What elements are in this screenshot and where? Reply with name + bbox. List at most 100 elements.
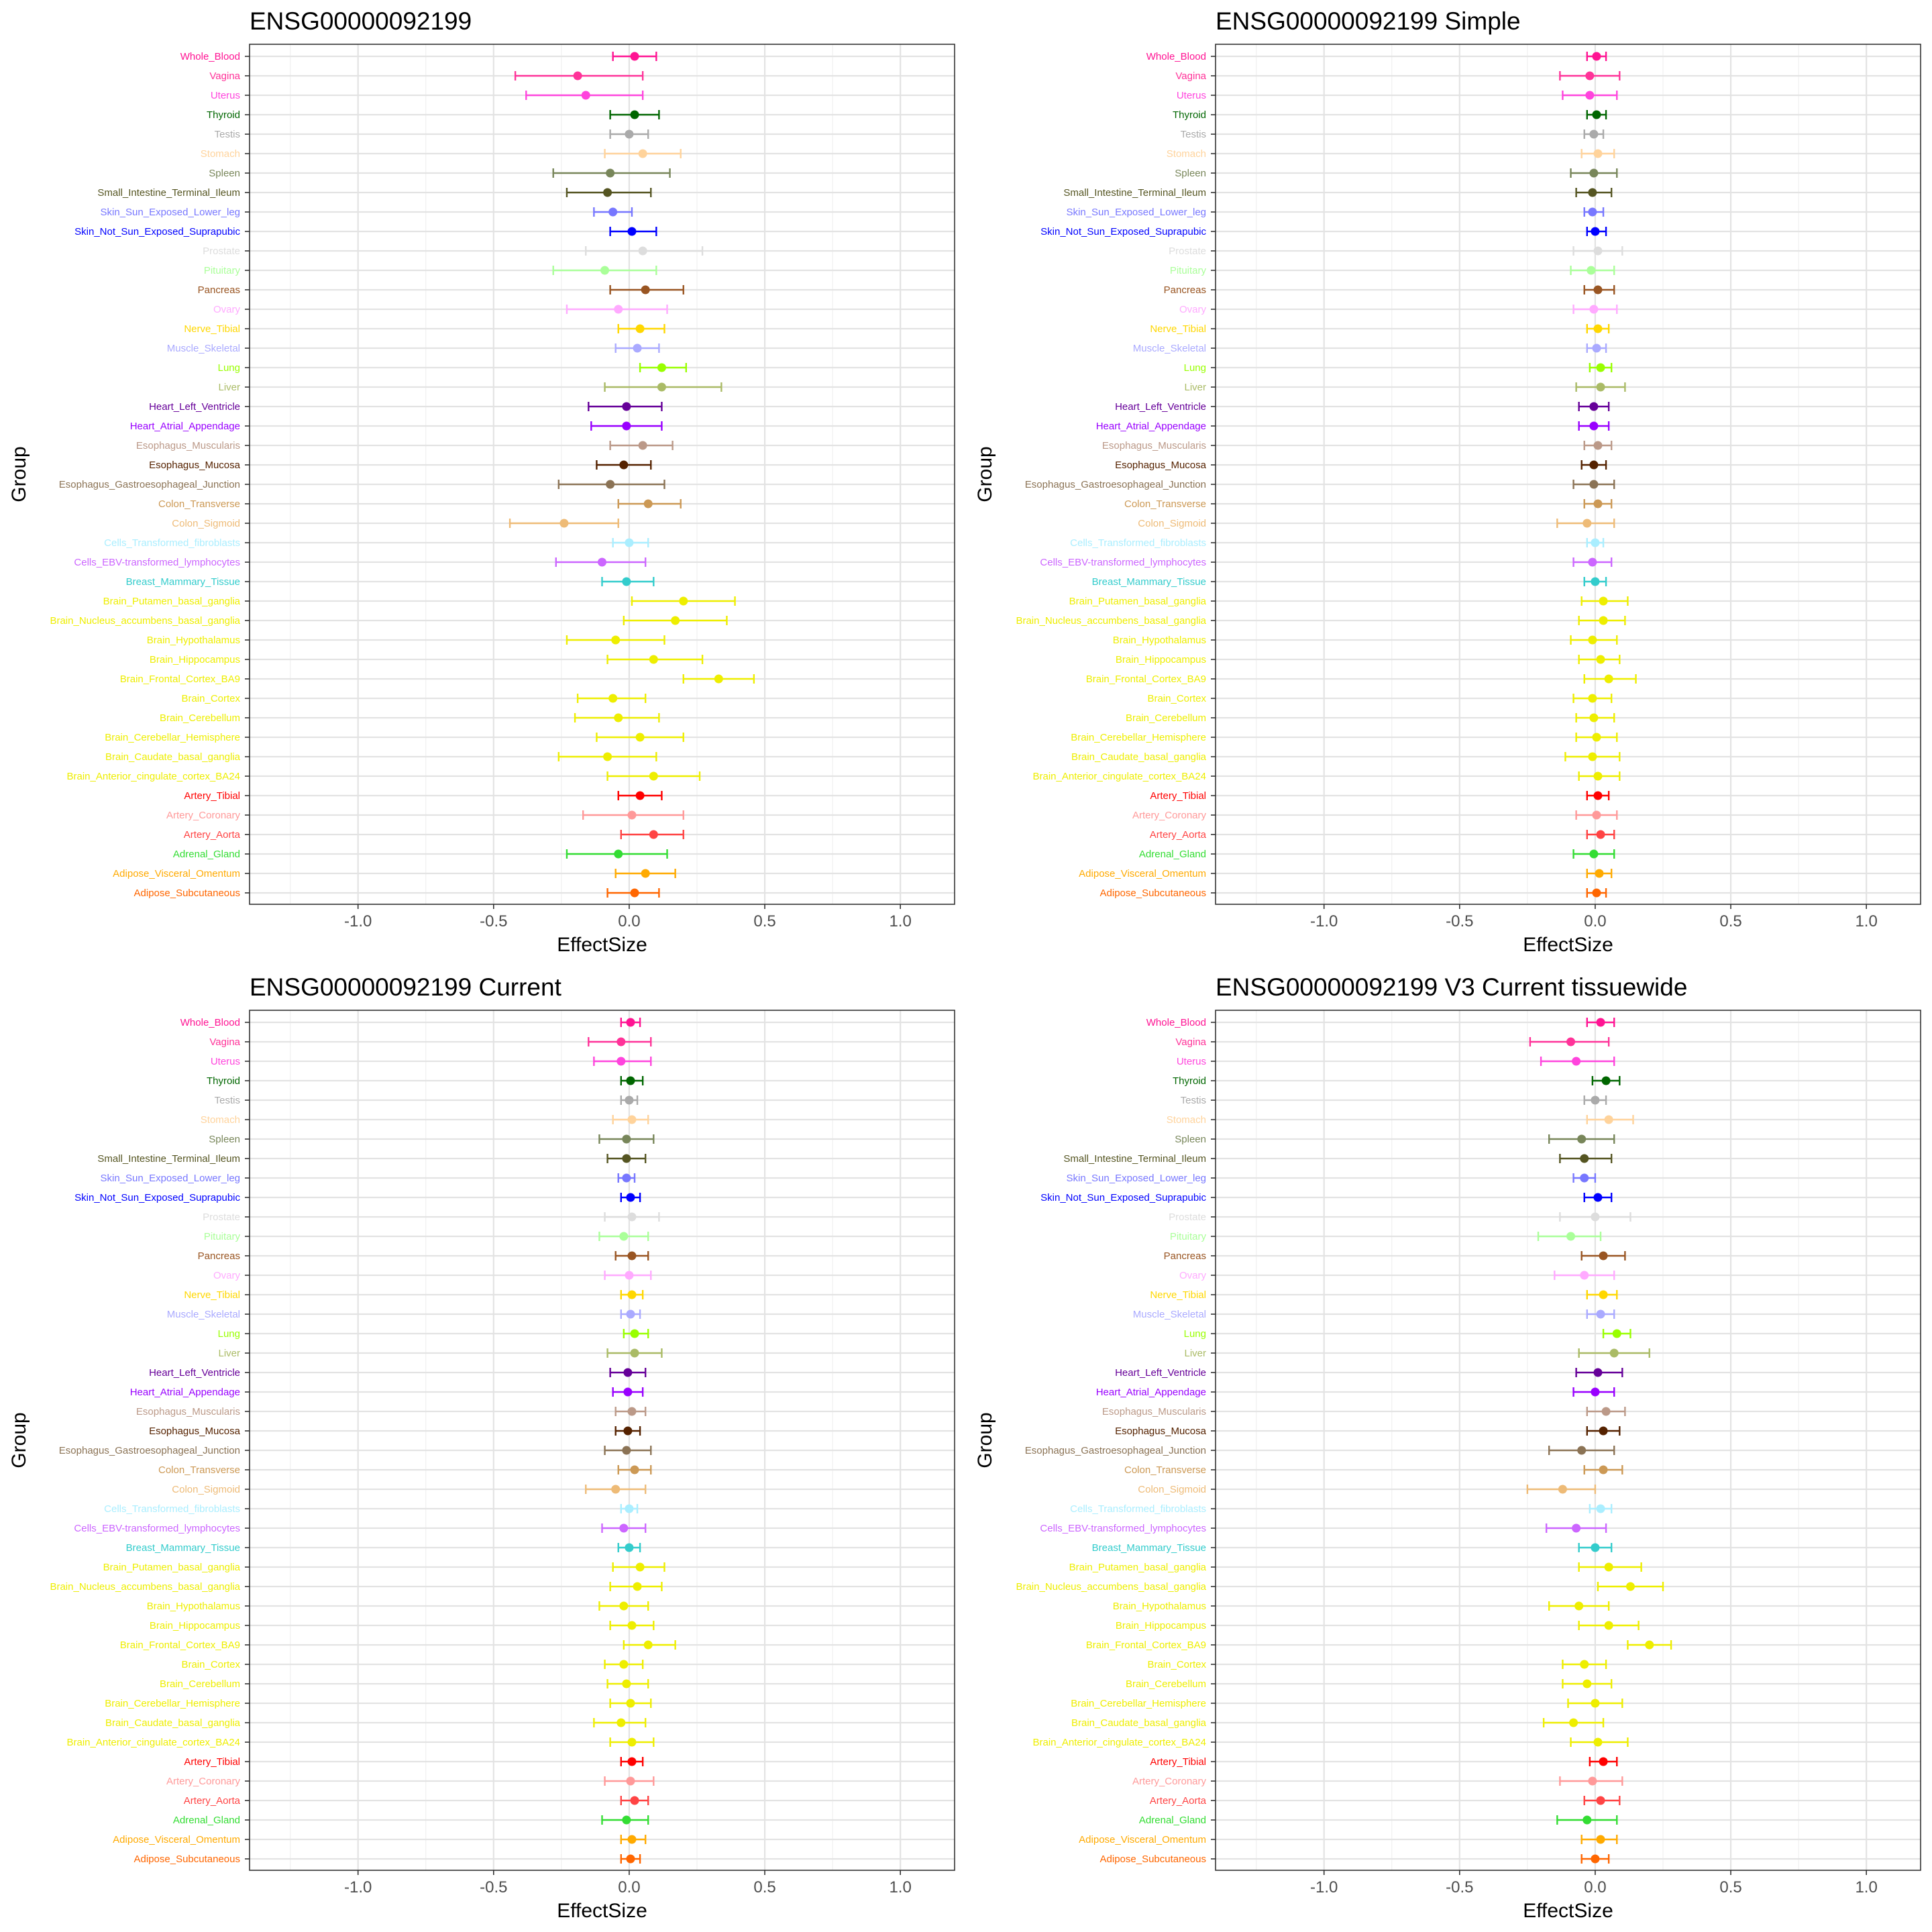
forest-row-Whole_Blood xyxy=(612,52,657,61)
y-tick-label: Adrenal_Gland xyxy=(173,849,240,860)
forest-row-Stomach xyxy=(604,149,682,158)
effect-point xyxy=(619,1232,629,1241)
y-tick-label: Heart_Left_Ventricle xyxy=(149,1367,240,1379)
y-tick-label: Heart_Left_Ventricle xyxy=(1115,1367,1206,1379)
y-tick-label: Stomach xyxy=(1167,148,1206,160)
forest-row-Cells_EBV-transformed_lymphocytes xyxy=(601,1523,647,1533)
y-tick-label: Colon_Transverse xyxy=(158,498,240,510)
forest-row-Adipose_Visceral_Omentum xyxy=(620,1835,647,1844)
effect-point xyxy=(1591,538,1600,547)
y-tick-label: Brain_Hypothalamus xyxy=(1113,1601,1206,1612)
y-tick-label: Uterus xyxy=(211,90,240,101)
effect-point xyxy=(1601,1407,1611,1416)
forest-row-Cells_EBV-transformed_lymphocytes xyxy=(1572,557,1613,567)
effect-point xyxy=(714,674,723,684)
effect-point xyxy=(1574,1601,1584,1611)
y-tick-label: Breast_Mammary_Tissue xyxy=(126,1542,240,1554)
y-tick-label: Lung xyxy=(218,362,240,374)
effect-point xyxy=(1596,1309,1605,1319)
y-tick-label: Esophagus_Mucosa xyxy=(149,460,241,471)
effect-point xyxy=(1593,324,1603,333)
effect-point xyxy=(1591,227,1600,236)
effect-point xyxy=(622,577,631,586)
forest-row-Spleen xyxy=(1570,168,1618,178)
y-tick-label: Cells_Transformed_fibroblasts xyxy=(1070,537,1206,549)
effect-point xyxy=(1591,1543,1600,1552)
forest-row-Colon_Transverse xyxy=(1583,1465,1623,1474)
forest-row-Brain_Putamen_basal_ganglia xyxy=(631,596,736,606)
forest-row-Colon_Sigmoid xyxy=(1556,519,1615,528)
forest-row-Skin_Sun_Exposed_Lower_leg xyxy=(617,1173,636,1183)
y-tick-label: Brain_Cortex xyxy=(181,1659,240,1670)
effect-point xyxy=(1593,285,1603,294)
effect-point xyxy=(1588,1776,1597,1786)
forest-row-Muscle_Skeletal xyxy=(620,1309,641,1319)
forest-row-Pituitary xyxy=(1537,1232,1602,1241)
y-tick-label: Brain_Putamen_basal_ganglia xyxy=(1069,596,1207,607)
y-tick-label: Stomach xyxy=(201,1114,240,1126)
forest-row-Colon_Transverse xyxy=(1583,499,1613,508)
forest-row-Stomach xyxy=(1580,149,1615,158)
plot-border xyxy=(249,1010,955,1871)
x-tick-label: -1.0 xyxy=(1310,912,1338,930)
y-tick-label: Skin_Not_Sun_Exposed_Suprapubic xyxy=(74,1192,240,1203)
y-tick-label: Brain_Hypothalamus xyxy=(147,635,240,646)
effect-point xyxy=(649,771,658,781)
y-tick-label: Colon_Sigmoid xyxy=(1138,518,1206,529)
effect-point xyxy=(1566,1037,1576,1046)
forest-row-Pituitary xyxy=(598,1232,649,1241)
effect-point xyxy=(1596,1835,1605,1844)
effect-point xyxy=(1572,1057,1581,1066)
y-tick-label: Liver xyxy=(218,1348,240,1359)
forest-row-Esophagus_Gastroesophageal_Junction xyxy=(557,480,665,489)
y-tick-label: Pituitary xyxy=(1170,265,1207,276)
y-tick-label: Brain_Hippocampus xyxy=(150,654,240,665)
forest-row-Esophagus_Gastroesophageal_Junction xyxy=(604,1446,652,1455)
forest-row-Brain_Cortex xyxy=(1572,694,1613,703)
effect-point xyxy=(1599,1290,1608,1299)
panel-title: ENSG00000092199 xyxy=(250,7,472,35)
x-tick-label: 1.0 xyxy=(1855,1878,1877,1896)
y-tick-label: Artery_Coronary xyxy=(166,810,241,821)
effect-point xyxy=(1592,110,1601,119)
forest-row-Esophagus_Muscularis xyxy=(1586,1407,1626,1416)
forest-row-Brain_Cortex xyxy=(1562,1660,1607,1669)
forest-row-Breast_Mammary_Tissue xyxy=(601,577,655,586)
effect-point xyxy=(1589,129,1599,139)
y-tick-label: Thyroid xyxy=(207,109,240,121)
forest-row-Spleen xyxy=(598,1134,655,1144)
effect-point xyxy=(1582,1815,1592,1825)
forest-row-Adrenal_Gland xyxy=(1556,1815,1618,1825)
y-tick-label: Colon_Sigmoid xyxy=(172,518,240,529)
y-tick-label: Brain_Putamen_basal_ganglia xyxy=(103,596,241,607)
y-tick-label: Heart_Atrial_Appendage xyxy=(1096,1387,1206,1398)
y-tick-label: Heart_Atrial_Appendage xyxy=(130,1387,240,1398)
effect-point xyxy=(643,499,653,508)
effect-point xyxy=(1596,363,1605,372)
y-tick-label: Brain_Cortex xyxy=(181,693,240,704)
forest-row-Stomach xyxy=(1586,1115,1634,1124)
forest-row-Brain_Caudate_basal_ganglia xyxy=(593,1718,647,1727)
forest-row-Small_Intestine_Terminal_Ileum xyxy=(606,1154,647,1163)
y-tick-label: Cells_EBV-transformed_lymphocytes xyxy=(1040,557,1206,568)
forest-row-Brain_Cerebellum xyxy=(1562,1679,1613,1688)
effect-point xyxy=(1589,168,1599,178)
forest-row-Adrenal_Gland xyxy=(566,849,668,859)
y-tick-label: Esophagus_Muscularis xyxy=(1102,1406,1206,1417)
y-tick-label: Cells_Transformed_fibroblasts xyxy=(1070,1503,1206,1515)
y-axis-title: Group xyxy=(8,1412,30,1468)
y-tick-label: Brain_Nucleus_accumbens_basal_ganglia xyxy=(50,615,240,627)
forest-row-Brain_Putamen_basal_ganglia xyxy=(612,1562,665,1572)
y-tick-label: Skin_Sun_Exposed_Lower_leg xyxy=(101,207,240,218)
forest-row-Uterus xyxy=(525,91,644,100)
x-tick-label: 0.5 xyxy=(753,1878,775,1896)
y-tick-label: Artery_Tibial xyxy=(184,1756,240,1768)
forest-row-Spleen xyxy=(1548,1134,1615,1144)
x-axis-title: EffectSize xyxy=(1523,1900,1613,1922)
forest-row-Heart_Left_Ventricle xyxy=(588,402,663,411)
effect-point xyxy=(1589,460,1599,470)
effect-point xyxy=(1558,1485,1567,1494)
effect-point xyxy=(643,1640,653,1650)
y-tick-label: Lung xyxy=(218,1328,240,1340)
y-tick-label: Nerve_Tibial xyxy=(184,323,240,335)
